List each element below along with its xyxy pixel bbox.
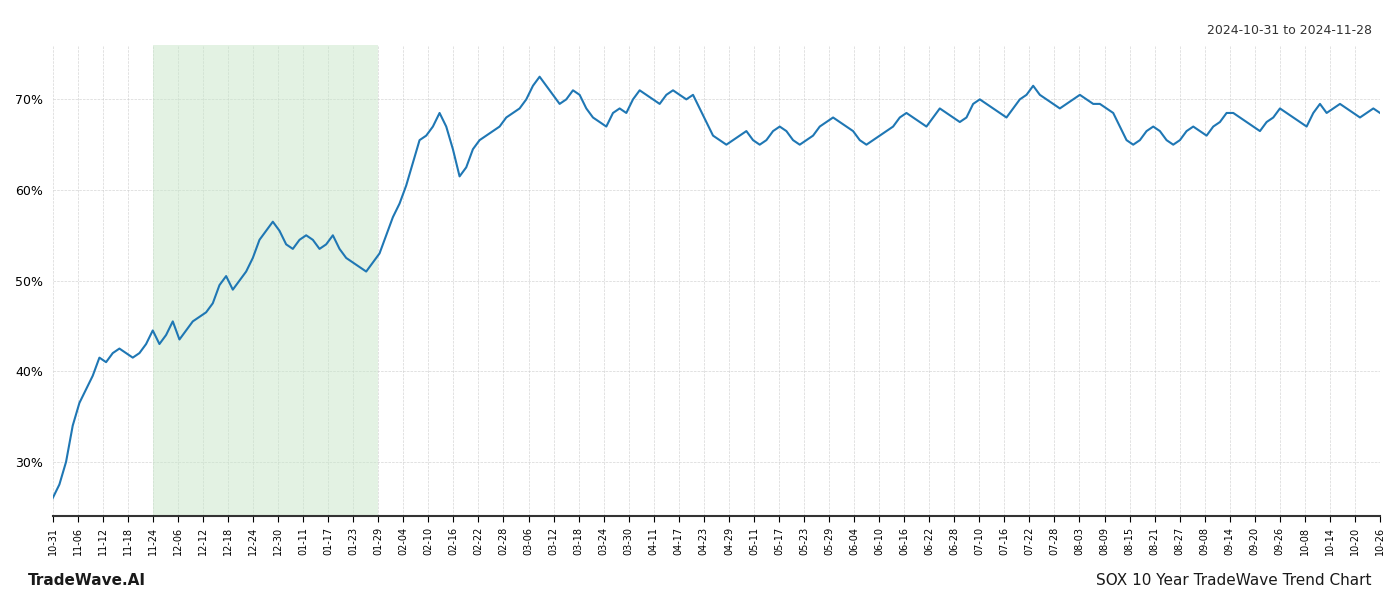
Text: 2024-10-31 to 2024-11-28: 2024-10-31 to 2024-11-28 xyxy=(1207,24,1372,37)
Text: TradeWave.AI: TradeWave.AI xyxy=(28,573,146,588)
Bar xyxy=(153,45,378,516)
Text: SOX 10 Year TradeWave Trend Chart: SOX 10 Year TradeWave Trend Chart xyxy=(1096,573,1372,588)
